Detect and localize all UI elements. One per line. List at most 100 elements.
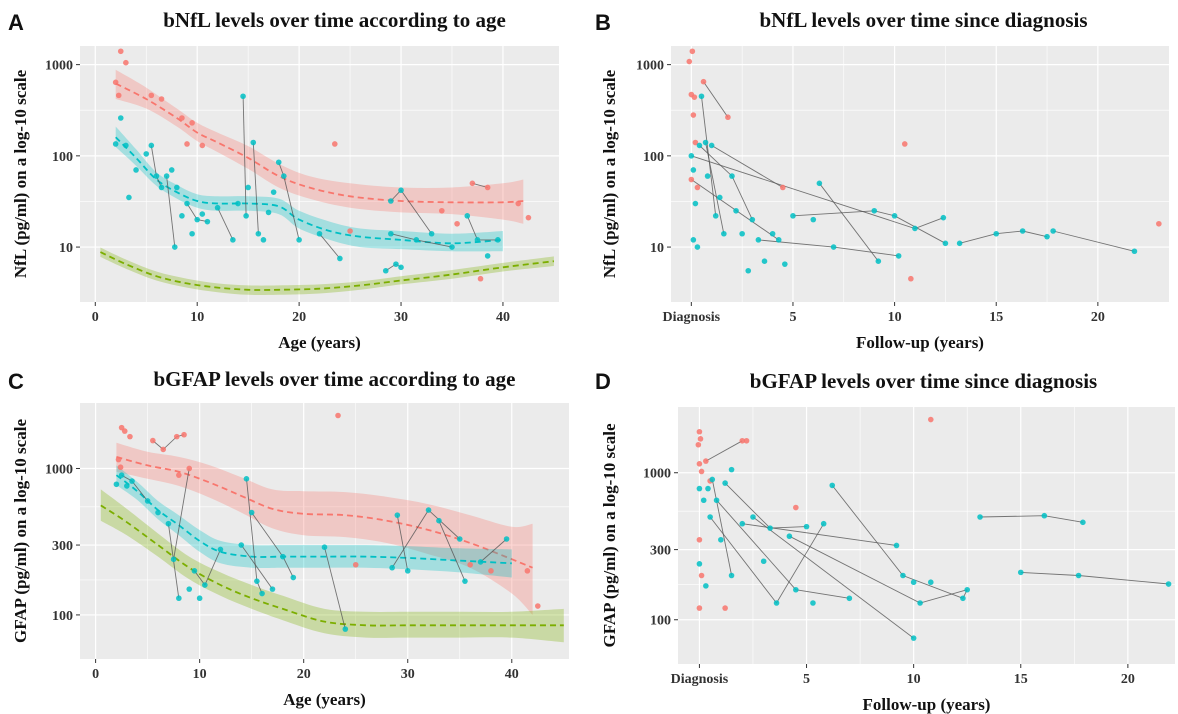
data-point bbox=[696, 428, 703, 435]
data-point bbox=[269, 586, 276, 592]
x-axis-label: Follow-up (years) bbox=[856, 333, 984, 352]
data-point bbox=[790, 213, 796, 219]
data-point bbox=[696, 485, 703, 492]
subject-connector bbox=[166, 176, 176, 248]
data-point bbox=[123, 142, 129, 149]
data-point bbox=[695, 441, 702, 448]
data-point bbox=[698, 93, 705, 100]
data-point bbox=[255, 230, 262, 237]
data-point bbox=[160, 446, 167, 453]
subject-connector bbox=[752, 516, 914, 639]
y-tick-label: 100 bbox=[650, 614, 671, 629]
subject-connector bbox=[252, 142, 259, 234]
data-point bbox=[129, 478, 135, 484]
data-point bbox=[698, 572, 705, 579]
data-point bbox=[240, 93, 246, 100]
y-axis-label: GFAP (pg/ml) on a log-10 scale bbox=[11, 419, 30, 643]
x-tick-label: 20 bbox=[292, 310, 306, 325]
data-point bbox=[692, 200, 699, 207]
data-point bbox=[1017, 569, 1024, 576]
y-tick-label: 1000 bbox=[45, 59, 73, 74]
subject-connector bbox=[831, 485, 968, 599]
x-tick-label: 40 bbox=[505, 667, 519, 682]
data-point bbox=[254, 578, 260, 584]
data-point bbox=[331, 141, 338, 147]
data-point bbox=[413, 237, 420, 243]
data-point bbox=[202, 582, 208, 588]
data-point bbox=[290, 574, 297, 581]
data-point bbox=[155, 509, 161, 516]
data-point bbox=[1041, 512, 1048, 519]
data-point bbox=[810, 600, 816, 606]
data-point bbox=[117, 464, 124, 471]
y-axis-label: NfL (pg/ml) on a log-10 scale bbox=[11, 69, 30, 278]
data-point bbox=[697, 436, 704, 442]
x-tick-label: Diagnosis bbox=[671, 672, 729, 687]
data-point bbox=[846, 595, 853, 602]
x-tick-label: 10 bbox=[888, 310, 902, 325]
data-point bbox=[830, 244, 837, 250]
subject-connector bbox=[819, 183, 879, 262]
data-point bbox=[910, 635, 917, 641]
data-point bbox=[265, 209, 272, 216]
data-point bbox=[696, 536, 703, 543]
data-point bbox=[171, 244, 178, 250]
data-point bbox=[280, 553, 286, 560]
data-point bbox=[690, 237, 697, 243]
trend-ribbon bbox=[100, 247, 554, 296]
data-point bbox=[250, 139, 257, 146]
data-point bbox=[352, 561, 359, 568]
data-point bbox=[186, 465, 193, 472]
data-point bbox=[875, 258, 882, 265]
data-point bbox=[462, 578, 468, 584]
data-point bbox=[438, 207, 445, 214]
data-point bbox=[960, 595, 966, 602]
subject-connector bbox=[711, 145, 784, 188]
data-point bbox=[245, 184, 251, 191]
data-point bbox=[235, 200, 241, 207]
data-point bbox=[739, 230, 745, 237]
data-point bbox=[176, 595, 182, 602]
data-point bbox=[786, 533, 793, 540]
data-point bbox=[123, 59, 129, 66]
data-point bbox=[689, 48, 696, 55]
panel-letter: C bbox=[8, 369, 24, 394]
data-point bbox=[820, 520, 827, 527]
subject-connector bbox=[480, 538, 507, 563]
data-point bbox=[398, 187, 404, 194]
data-point bbox=[398, 264, 404, 271]
data-point bbox=[337, 255, 343, 262]
trend-line bbox=[116, 456, 533, 569]
data-point bbox=[112, 79, 119, 86]
data-point bbox=[467, 561, 473, 568]
data-point bbox=[153, 173, 160, 179]
subject-connector bbox=[240, 544, 273, 590]
data-point bbox=[124, 483, 130, 489]
x-tick-label: Diagnosis bbox=[663, 310, 721, 325]
trend-line bbox=[100, 251, 555, 291]
data-point bbox=[760, 558, 767, 565]
data-point bbox=[912, 225, 918, 232]
x-tick-label: 0 bbox=[92, 310, 99, 325]
data-point bbox=[779, 184, 786, 191]
data-point bbox=[712, 213, 719, 219]
panel-a: A bNfL levels over time according to age… bbox=[0, 0, 589, 357]
data-point bbox=[281, 173, 287, 179]
data-point bbox=[488, 568, 494, 574]
plot-layer bbox=[686, 48, 1162, 282]
data-point bbox=[503, 536, 510, 542]
data-point bbox=[729, 173, 735, 179]
y-tick-label: 10 bbox=[650, 241, 664, 256]
data-point bbox=[428, 230, 435, 237]
data-point bbox=[456, 536, 463, 542]
data-point bbox=[176, 472, 182, 478]
data-point bbox=[117, 115, 124, 121]
data-point bbox=[707, 514, 713, 520]
data-point bbox=[393, 261, 399, 267]
data-point bbox=[112, 141, 119, 147]
data-point bbox=[474, 237, 481, 243]
x-tick-label: 40 bbox=[496, 310, 510, 325]
data-point bbox=[908, 275, 914, 282]
data-point bbox=[705, 485, 711, 492]
data-point bbox=[179, 115, 185, 121]
